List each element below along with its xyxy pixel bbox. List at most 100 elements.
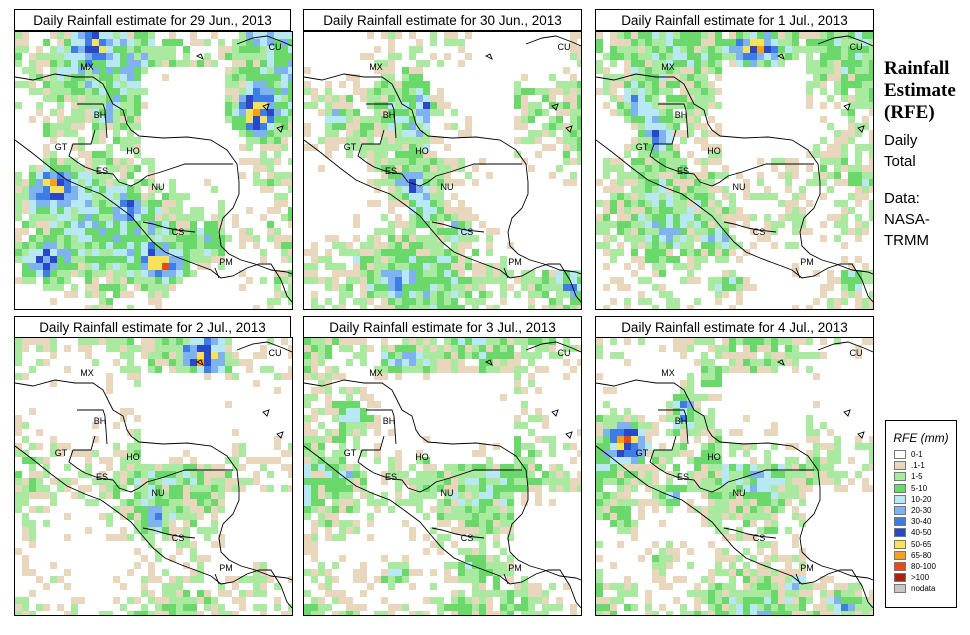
country-border (741, 163, 814, 173)
panel-title-6: Daily Rainfall estimate for 4 Jul., 2013 (595, 316, 874, 338)
legend-item: >100 (894, 572, 956, 583)
legend-label: 1-5 (911, 472, 923, 482)
country-label-cs: CS (461, 533, 474, 543)
country-label-gt: GT (344, 448, 357, 458)
island-outline (484, 53, 493, 60)
country-border (649, 435, 677, 474)
country-label-mx: MX (661, 368, 675, 378)
country-label-pm: PM (508, 563, 522, 573)
country-label-cs: CS (753, 533, 766, 543)
subtitle-line: Daily (884, 132, 918, 149)
country-label-nu: NU (733, 182, 746, 192)
panel-title-2: Daily Rainfall estimate for 30 Jun., 201… (303, 9, 582, 31)
cuba-coastline (236, 341, 292, 353)
country-border (366, 103, 397, 139)
country-border (357, 435, 385, 474)
rainfall-map-1: MX BH GT HO ES NU CS PM CU (14, 31, 293, 310)
country-label-bh: BH (383, 416, 396, 426)
country-label-bh: BH (383, 110, 396, 120)
legend-item: 0-1 (894, 449, 956, 460)
cuba-coastline (525, 341, 581, 353)
legend-swatch (894, 450, 906, 460)
country-border (142, 221, 196, 233)
legend-swatch (894, 561, 906, 571)
country-label-es: ES (96, 472, 108, 482)
legend-label: 20-30 (911, 506, 932, 516)
country-border (118, 477, 162, 493)
caribbean-coastline (15, 73, 292, 275)
country-label-es: ES (385, 166, 397, 176)
rainfall-field (15, 338, 292, 615)
legend-swatch (894, 472, 906, 482)
country-border (795, 573, 801, 585)
data-source: Data: NASA- TRMM (884, 188, 930, 251)
country-label-bh: BH (675, 416, 688, 426)
country-label-mx: MX (369, 368, 383, 378)
legend-title: RFE (mm) (893, 431, 949, 445)
legend-item: nodata (894, 583, 956, 594)
legend-label: nodata (911, 584, 936, 594)
country-border (665, 472, 701, 489)
panel-title-4: Daily Rainfall estimate for 2 Jul., 2013 (14, 316, 291, 338)
legend-label: >100 (911, 573, 930, 583)
country-label-gt: GT (636, 142, 649, 152)
island-outline (857, 431, 865, 439)
country-label-cs: CS (172, 227, 185, 237)
country-label-nu: NU (152, 182, 165, 192)
country-label-nu: NU (733, 488, 746, 498)
country-border (431, 221, 485, 233)
caribbean-coastline (15, 379, 292, 581)
rainfall-map-2: MX BH GT HO ES NU CS PM CU (303, 31, 582, 310)
legend-swatch (894, 517, 906, 527)
rainfall-field (596, 338, 873, 615)
caribbean-coastline (304, 379, 581, 581)
panel-title-3: Daily Rainfall estimate for 1 Jul., 2013 (595, 9, 874, 31)
rainfall-map-3: MX BH GT HO ES NU CS PM CU (595, 31, 874, 310)
country-label-cu: CU (269, 42, 282, 52)
legend-label: 10-20 (911, 494, 932, 504)
pacific-coastline (304, 445, 581, 609)
legend-swatch (894, 539, 906, 549)
legend-item: 1-5 (894, 471, 956, 482)
country-border (449, 163, 522, 173)
cuba-coastline (236, 35, 292, 47)
product-title: Rainfall Estimate (RFE) (884, 58, 970, 124)
rainfall-field (304, 32, 581, 309)
country-border (68, 435, 96, 474)
country-border (214, 573, 220, 585)
country-label-nu: NU (152, 488, 165, 498)
product-title-line: Estimate (884, 80, 956, 101)
country-label-nu: NU (441, 182, 454, 192)
country-label-ho: HO (707, 452, 721, 462)
legend-swatch (894, 494, 906, 504)
legend-swatch (894, 584, 906, 594)
country-label-cu: CU (850, 348, 863, 358)
island-outline (776, 53, 785, 60)
pacific-coastline (15, 445, 292, 609)
country-border (366, 409, 397, 445)
legend-item: 10-20 (894, 494, 956, 505)
island-outline (843, 103, 851, 111)
country-border (431, 527, 485, 539)
country-border (84, 472, 120, 489)
country-label-es: ES (385, 472, 397, 482)
country-border (699, 477, 743, 493)
island-outline (484, 359, 493, 366)
country-border (795, 267, 801, 279)
country-label-es: ES (677, 472, 689, 482)
cuba-coastline (817, 341, 873, 353)
country-border (214, 267, 220, 279)
legend-swatch (894, 461, 906, 471)
pacific-coastline (596, 445, 873, 609)
island-outline (551, 409, 559, 417)
source-line: NASA- (884, 211, 930, 228)
legend-label: 30-40 (911, 517, 932, 527)
rainfall-field (15, 32, 292, 309)
country-label-mx: MX (80, 62, 94, 72)
country-border (407, 171, 451, 187)
country-label-gt: GT (55, 448, 68, 458)
country-label-pm: PM (219, 563, 233, 573)
country-border (503, 267, 509, 279)
country-label-pm: PM (508, 257, 522, 267)
legend-item: 30-40 (894, 516, 956, 527)
